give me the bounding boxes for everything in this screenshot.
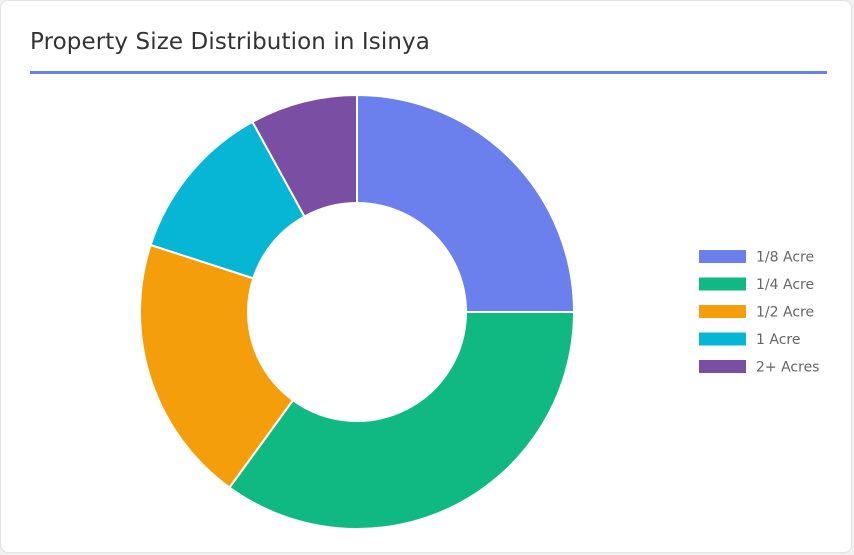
legend-item-1-8-acre[interactable]: 1/8 Acre [699, 250, 814, 266]
legend-swatch-1-2-acre [699, 305, 746, 318]
chart-title: Property Size Distribution in Isinya [30, 29, 430, 55]
legend-swatch-1-acre [699, 332, 746, 346]
legend-swatch-1-4-acre [699, 277, 746, 291]
slice-1-8-acre[interactable] [356, 93, 576, 313]
legend-swatch-1-8-acre [699, 250, 746, 263]
legend-label-1-2-acre: 1/2 Acre [756, 305, 814, 321]
legend-label-1-acre: 1 Acre [756, 332, 800, 348]
slice-1-4-acre[interactable] [228, 311, 576, 530]
legend-item-1-2-acre[interactable]: 1/2 Acre [699, 305, 814, 321]
legend-label-1-8-acre: 1/8 Acre [756, 250, 814, 266]
legend-label-2-acres: 2+ Acres [756, 360, 819, 376]
legend-item-2-acres[interactable]: 2+ Acres [699, 360, 819, 376]
legend: 1/8 Acre 1/4 Acre 1/2 Acre 1 Acre 2+ Acres [699, 250, 819, 376]
legend-item-1-acre[interactable]: 1 Acre [699, 332, 800, 348]
slice-2-acres[interactable] [251, 93, 358, 218]
legend-label-1-4-acre: 1/4 Acre [756, 277, 814, 293]
legend-swatch-2-acres [699, 360, 746, 373]
legend-item-1-4-acre[interactable]: 1/4 Acre [699, 277, 814, 293]
slice-1-2-acre[interactable] [139, 243, 295, 489]
slices-group [139, 93, 576, 530]
title-underline [30, 71, 827, 74]
